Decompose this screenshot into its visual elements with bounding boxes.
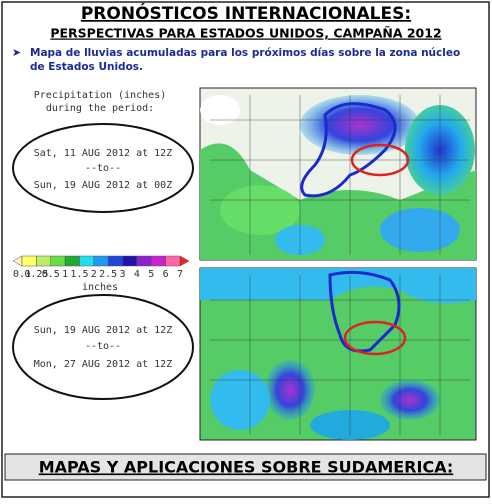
period-to: Sun, 19 AUG 2012 at 00Z bbox=[34, 180, 172, 191]
colorbar-swatch bbox=[136, 255, 152, 267]
bullet-box: Mapa de lluvias acumuladas para los próx… bbox=[30, 47, 461, 73]
colorbar-swatch bbox=[93, 255, 109, 267]
colorbar-label: 5 bbox=[148, 269, 154, 280]
bullet-text: Mapa de lluvias acumuladas para los próx… bbox=[30, 47, 461, 73]
colorbar-swatch bbox=[151, 255, 166, 267]
colorbar-label: 0.25 bbox=[24, 269, 48, 280]
period-sep: --to-- bbox=[85, 341, 121, 352]
colorbar-label: 2.5 bbox=[99, 269, 117, 280]
legend-title: Precipitation (inches) bbox=[34, 90, 166, 101]
colorbar-swatch bbox=[50, 255, 66, 267]
colorbar-label: 1.5 bbox=[70, 269, 88, 280]
colorbar-swatch bbox=[21, 255, 37, 267]
colorbar-label: 7 bbox=[177, 269, 183, 280]
colorbar-label: 4 bbox=[134, 269, 140, 280]
legend-unit: inches bbox=[82, 282, 118, 293]
subtitle: PERSPECTIVAS PARA ESTADOS UNIDOS, CAMPAÑ… bbox=[50, 26, 441, 41]
colorbar-swatch bbox=[122, 255, 138, 267]
colorbar-end bbox=[12, 255, 23, 267]
colorbar-swatch bbox=[64, 255, 80, 267]
colorbar-swatch bbox=[165, 255, 181, 267]
title: PRONÓSTICOS INTERNACIONALES: bbox=[81, 2, 411, 24]
legend-title: during the period: bbox=[46, 103, 154, 114]
colorbar-label: 1 bbox=[62, 269, 68, 280]
footer-bar bbox=[4, 453, 487, 481]
period-from: Sat, 11 AUG 2012 at 12Z bbox=[34, 148, 172, 159]
colorbar: 0.10.250.5 1 1.5 2 2.5 3 4 5 6 7 bbox=[12, 255, 190, 280]
colorbar-swatch bbox=[79, 255, 95, 267]
footer-title: MAPAS Y APLICACIONES SOBRE SUDAMERICA: bbox=[39, 458, 454, 477]
colorbar-swatch bbox=[107, 255, 123, 267]
map-bottom bbox=[199, 267, 477, 441]
colorbar-label: 0.5 bbox=[42, 269, 60, 280]
bullet-mark: ➤ bbox=[12, 46, 21, 59]
colorbar-swatch bbox=[36, 255, 51, 267]
colorbar-label: 6 bbox=[163, 269, 169, 280]
colorbar-label: 3 bbox=[120, 269, 126, 280]
colorbar-label: 0.1 bbox=[13, 269, 31, 280]
period-sep: --to-- bbox=[85, 163, 121, 174]
period-ellipse bbox=[12, 123, 194, 213]
period-to: Mon, 27 AUG 2012 at 12Z bbox=[34, 359, 172, 370]
period-ellipse bbox=[12, 294, 194, 400]
colorbar-label: 2 bbox=[91, 269, 97, 280]
map-top bbox=[199, 87, 477, 261]
colorbar-end bbox=[179, 255, 190, 267]
period-from: Sun, 19 AUG 2012 at 12Z bbox=[34, 325, 172, 336]
